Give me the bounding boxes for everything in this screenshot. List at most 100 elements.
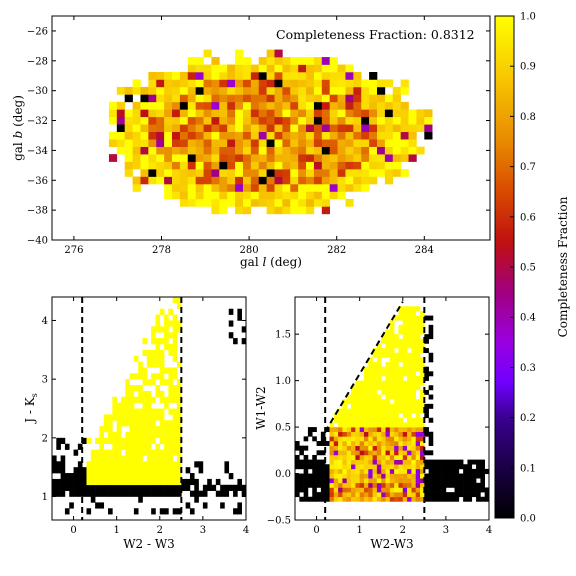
sky-map-cell — [156, 161, 165, 170]
w1w2-w2w3-cell — [342, 482, 348, 488]
w1w2-w2w3-cell — [385, 454, 391, 460]
sky-map-cell — [306, 124, 315, 133]
jk-w2w3-cell — [177, 490, 182, 497]
sky-map-cell — [290, 131, 299, 140]
jk-w2w3-cell — [159, 467, 165, 474]
w1w2-w2w3-cell — [441, 478, 447, 484]
sky-map-cell — [116, 86, 126, 95]
w1w2-w2w3-cell — [471, 492, 477, 498]
w1w2-w2w3-cell — [424, 389, 429, 395]
w1w2-w2w3-cell — [381, 487, 386, 493]
sky-map-cell — [242, 72, 252, 80]
w1w2-w2w3-cell — [402, 445, 408, 451]
x-tick-label: 3 — [443, 525, 449, 536]
w1w2-w2w3-cell — [381, 454, 386, 460]
sky-map-cell — [179, 131, 189, 140]
jk-w2w3-cell — [168, 426, 174, 433]
w1w2-w2w3-cell — [381, 496, 386, 502]
jk-w2w3-cell — [129, 390, 135, 398]
sky-map-cell — [400, 146, 409, 155]
w1w2-w2w3-cell — [376, 413, 382, 419]
sky-map-cell — [195, 109, 204, 118]
w1w2-w2w3-cell — [342, 413, 348, 419]
w1w2-w2w3-cell — [372, 478, 378, 484]
w1w2-w2w3-cell — [385, 389, 391, 395]
w1w2-w2w3-cell — [312, 464, 317, 470]
jk-w2w3-cell — [146, 355, 152, 362]
w1w2-w2w3-cell — [398, 454, 404, 460]
w1w2-w2w3-cell — [407, 306, 412, 312]
sky-map-cell — [148, 139, 157, 147]
x-tick-label: 280 — [240, 245, 259, 256]
w1w2-w2w3-cell — [420, 408, 425, 414]
w1w2-w2w3-cell — [376, 468, 382, 474]
sky-map-cell — [148, 154, 157, 162]
jk-w2w3-cell — [129, 449, 135, 456]
jk-w2w3-cell — [133, 373, 139, 380]
w1w2-w2w3-cell — [458, 478, 464, 484]
jk-w2w3-cell — [164, 326, 169, 333]
sky-map-cell — [298, 116, 307, 125]
jk-w2w3-cell — [177, 455, 182, 462]
jk-vs-w2w3-x-label: W2 - W3 — [123, 537, 175, 551]
sky-map-cell — [345, 101, 354, 110]
sky-map-cell — [179, 169, 189, 177]
w1w2-w2w3-cell — [428, 478, 434, 484]
w1w2-w2w3-cell — [398, 371, 404, 377]
sky-map-cell — [124, 169, 133, 177]
w1w2-w2w3-cell — [424, 371, 429, 377]
w1w2-w2w3-cell — [411, 417, 417, 423]
w1w2-w2w3-cell — [420, 338, 425, 344]
sky-map-cell — [384, 176, 394, 185]
w1w2-w2w3-cell — [415, 431, 421, 437]
sky-map-cell — [274, 146, 283, 155]
jk-w2w3-cell — [138, 367, 143, 374]
w1w2-w2w3-cell — [372, 487, 378, 493]
w1w2-w2w3-cell — [424, 487, 429, 493]
jk-w2w3-cell — [138, 396, 143, 403]
jk-w2w3-cell — [116, 467, 122, 474]
sky-map-cell — [345, 109, 354, 118]
w1w2-w2w3-cell — [303, 482, 309, 488]
sky-map-cell — [329, 86, 338, 95]
w1w2-w2w3-cell — [428, 436, 434, 442]
sky-map-cell — [172, 176, 181, 185]
sky-map-cell — [187, 169, 196, 177]
sky-map-cell — [282, 116, 291, 125]
w1w2-w2w3-cell — [376, 427, 382, 433]
sky-map-cell — [306, 116, 315, 125]
sky-map-cell — [306, 139, 315, 147]
w1w2-w2w3-cell — [363, 417, 369, 423]
w1w2-w2w3-cell — [398, 492, 404, 498]
sky-map-cell — [124, 94, 133, 103]
w1w2-w2w3-cell — [325, 464, 330, 470]
sky-map-cell — [282, 79, 291, 88]
sky-map-cell — [164, 184, 173, 192]
sky-map-cell — [132, 79, 141, 88]
w1w2-w2w3-cell — [368, 441, 373, 446]
y-tick-label: −34 — [27, 146, 48, 157]
sky-map-cell — [227, 169, 236, 177]
jk-w2w3-cell — [155, 484, 161, 491]
w1w2-w2w3-cell — [359, 450, 365, 456]
sky-map-cell — [164, 176, 173, 185]
sky-map-cell — [132, 109, 141, 118]
sky-map-cell — [361, 79, 370, 88]
w1w2-w2w3-cell — [411, 445, 417, 451]
jk-w2w3-cell — [146, 396, 152, 403]
jk-w2w3-cell — [159, 490, 165, 497]
sky-map-cell — [408, 131, 417, 140]
w1w2-w2w3-cell — [398, 394, 404, 400]
sky-map-cell — [227, 64, 236, 73]
w1w2-w2w3-cell — [381, 334, 386, 340]
w1w2-w2w3-cell — [463, 492, 468, 498]
w1w2-w2w3-cell — [450, 459, 455, 465]
sky-map-cell — [172, 169, 181, 177]
w1w2-w2w3-cell — [398, 366, 404, 372]
w1w2-w2w3-cell — [428, 385, 434, 391]
w1w2-w2w3-cell — [342, 417, 348, 423]
sky-map-cell — [148, 176, 157, 185]
jk-w2w3-cell — [116, 478, 122, 486]
sky-map-cell — [369, 116, 378, 125]
sky-map-cell — [227, 139, 236, 147]
